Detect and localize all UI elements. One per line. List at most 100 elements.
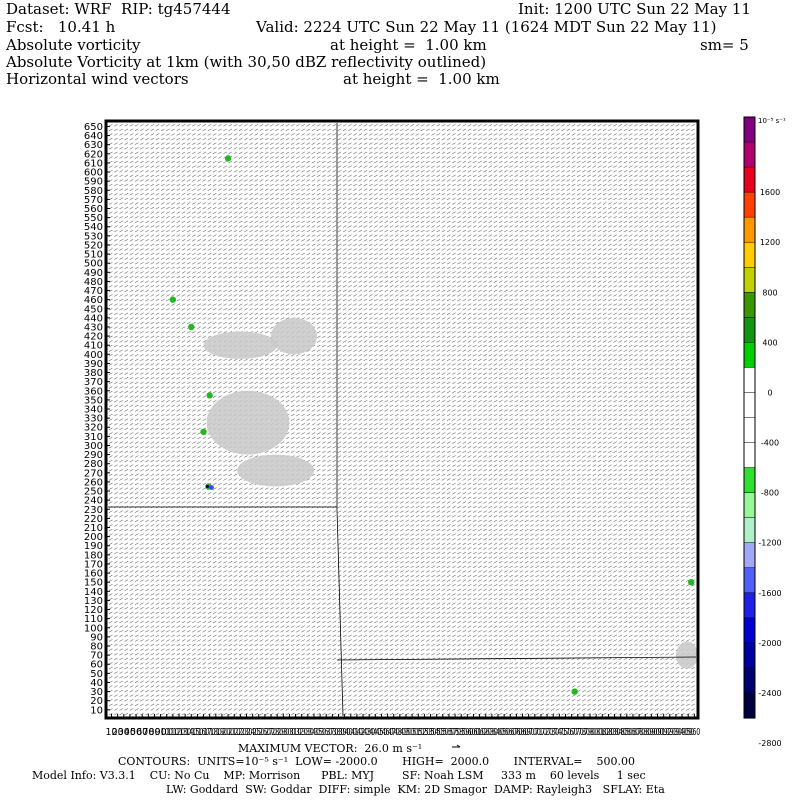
y-tick-label: 630 [84, 140, 103, 151]
x-tick-label: 430 [363, 727, 375, 738]
y-tick-label: 510 [84, 250, 103, 261]
x-tick-label: 380 [333, 727, 345, 738]
x-tick-label: 120 [173, 727, 185, 738]
x-tick-label: 690 [523, 727, 535, 738]
wind-vector-field [108, 124, 695, 716]
reflectivity-region [203, 331, 278, 359]
y-tick-label: 390 [84, 359, 103, 370]
x-tick-label: 700 [529, 727, 541, 738]
x-tick-label: 160 [198, 727, 210, 738]
colorbar-swatch [743, 367, 756, 394]
colorbar-level-label: -2400 [758, 689, 781, 698]
x-tick-label: 770 [572, 727, 584, 738]
x-tick-label: 840 [615, 727, 627, 738]
y-tick-label: 410 [84, 341, 103, 352]
field1-label: Absolute vorticity [6, 36, 141, 54]
colorbar-swatch [743, 116, 756, 143]
colorbar-frame [743, 116, 756, 719]
x-tick-label: 250 [253, 727, 265, 738]
y-tick-label: 200 [84, 532, 103, 543]
x-tick-label: 520 [418, 727, 430, 738]
x-tick-label: 350 [314, 727, 326, 738]
x-tick-label: 80 [148, 727, 160, 738]
x-tick-label: 270 [265, 727, 277, 738]
y-tick-label: 240 [84, 496, 103, 507]
x-tick-label: 620 [480, 727, 492, 738]
y-tick-label: 560 [84, 204, 103, 215]
reflectivity-region [237, 454, 314, 487]
field3-height-label: at height = 1.00 km [343, 70, 500, 88]
x-tick-label: 480 [394, 727, 406, 738]
x-tick-label: 930 [670, 727, 682, 738]
x-tick-label: 440 [369, 727, 381, 738]
x-tick-label: 810 [596, 727, 608, 738]
y-tick-label: 320 [84, 423, 103, 434]
colorbar-swatch [743, 517, 756, 544]
x-tick-label: 800 [590, 727, 602, 738]
x-tick-label: 490 [400, 727, 412, 738]
x-tick-label: 710 [535, 727, 547, 738]
x-tick-label: 570 [449, 727, 461, 738]
x-tick-label: 850 [621, 727, 633, 738]
colorbar-swatch [743, 166, 756, 193]
x-tick-label: 890 [645, 727, 657, 738]
colorbar-level-label: 400 [762, 338, 777, 347]
y-tick-label: 500 [84, 259, 103, 270]
vorticity-feature [200, 428, 207, 436]
y-tick-label: 100 [84, 623, 103, 634]
colorbar-swatch [743, 467, 756, 494]
colorbar-units-label: 10⁻⁵ s⁻¹ [758, 117, 786, 125]
x-tick-label: 560 [443, 727, 455, 738]
colorbar-swatch [743, 667, 756, 694]
x-tick-label: 640 [492, 727, 504, 738]
y-tick-label: 190 [84, 541, 103, 552]
x-tick-label: 880 [639, 727, 651, 738]
colorbar-swatch [743, 216, 756, 243]
colorbar-swatch [743, 617, 756, 644]
x-tick-label: 90 [155, 727, 167, 738]
forecast-hour-label: Fcst: 10.41 h [6, 18, 116, 36]
colorbar-swatch [743, 141, 756, 168]
y-tick-label: 400 [84, 350, 103, 361]
x-tick-label: 20 [112, 727, 124, 738]
y-tick-label: 570 [84, 195, 103, 206]
x-tick-label: 630 [486, 727, 498, 738]
x-tick-label: 600 [467, 727, 479, 738]
x-tick-label: 300 [283, 727, 295, 738]
colorbar-level-label: -800 [761, 489, 779, 498]
x-tick-label: 650 [498, 727, 510, 738]
x-tick-label: 330 [302, 727, 314, 738]
x-tick-label: 50 [130, 727, 142, 738]
y-tick-label: 610 [84, 158, 103, 169]
y-tick-label: 300 [84, 441, 103, 452]
y-tick-label: 90 [90, 632, 103, 643]
y-tick-label: 620 [84, 149, 103, 160]
x-tick-label: 750 [559, 727, 571, 738]
y-tick-label: 140 [84, 587, 103, 598]
x-tick-label: 40 [124, 727, 136, 738]
x-tick-label: 870 [633, 727, 645, 738]
y-tick-label: 640 [84, 131, 103, 142]
colorbar-level-label: 0 [767, 388, 772, 397]
y-tick-label: 350 [84, 395, 103, 406]
x-tick-label: 510 [412, 727, 424, 738]
reflectivity-region [675, 641, 698, 669]
smoothing-label: sm= 5 [700, 36, 749, 54]
y-tick-label: 30 [90, 687, 103, 698]
y-tick-label: 150 [84, 578, 103, 589]
y-tick-label: 490 [84, 268, 103, 279]
y-tick-label: 310 [84, 432, 103, 443]
y-tick-label: 10 [90, 705, 103, 716]
y-tick-label: 460 [84, 295, 103, 306]
colorbar-swatch [743, 567, 756, 594]
colorbar-swatch [743, 442, 756, 469]
y-tick-label: 50 [90, 669, 103, 680]
x-tick-label: 10 [106, 727, 118, 738]
x-tick-label: 670 [510, 727, 522, 738]
model-info-physics-label: LW: Goddard SW: Goddar DIFF: simple KM: … [166, 783, 665, 796]
x-tick-label: 580 [455, 727, 467, 738]
colorbar-swatch [743, 317, 756, 343]
colorbar-swatch [743, 292, 756, 318]
y-tick-label: 70 [90, 651, 103, 662]
